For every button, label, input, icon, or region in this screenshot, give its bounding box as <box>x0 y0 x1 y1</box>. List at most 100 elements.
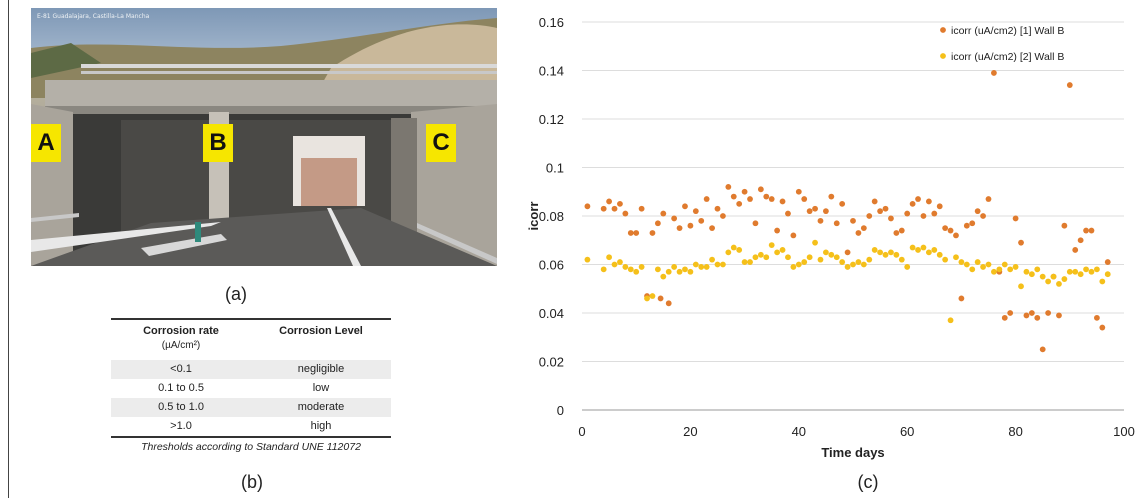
data-point-series-1 <box>1007 310 1014 316</box>
data-point-series-2 <box>660 273 667 280</box>
data-point-series-2 <box>611 261 618 268</box>
data-point-series-2 <box>1077 271 1084 278</box>
label-b: B <box>203 124 233 162</box>
data-point-series-1 <box>633 230 640 236</box>
data-point-series-2 <box>584 256 591 263</box>
data-point-series-1 <box>963 222 970 229</box>
data-point-series-2 <box>785 254 791 261</box>
data-point-series-1 <box>730 193 737 200</box>
data-point-series-2 <box>866 256 873 263</box>
data-point-series-1 <box>1018 239 1024 246</box>
data-point-series-1 <box>649 230 656 236</box>
data-point-series-2 <box>888 249 894 256</box>
data-point-series-1 <box>812 205 818 212</box>
data-point-series-2 <box>1083 266 1089 273</box>
data-point-series-2 <box>779 247 786 253</box>
level-cell: moderate <box>297 401 345 413</box>
data-point-series-2 <box>833 254 840 261</box>
rate-cell: <0.1 <box>170 363 192 375</box>
data-point-series-2 <box>622 264 629 270</box>
data-point-series-1 <box>936 203 943 210</box>
legend-marker-series-1 <box>940 27 946 33</box>
data-point-series-1 <box>931 210 938 217</box>
x-tick-label: 80 <box>1008 424 1022 439</box>
data-point-series-2 <box>904 264 911 270</box>
data-point-series-2 <box>823 249 829 256</box>
data-point-series-2 <box>1023 268 1030 275</box>
table-row: >1.0 high <box>111 417 391 436</box>
y-tick-label: 0.06 <box>539 258 564 273</box>
data-point-series-2 <box>1007 266 1014 273</box>
data-point-series-2 <box>1104 271 1111 278</box>
data-point-series-1 <box>942 225 949 232</box>
data-point-series-2 <box>893 251 900 258</box>
data-point-series-1 <box>974 208 981 215</box>
data-point-series-2 <box>882 251 889 258</box>
data-point-series-1 <box>1023 312 1030 319</box>
data-point-series-2 <box>1045 278 1052 285</box>
data-point-series-1 <box>606 198 612 205</box>
data-point-series-1 <box>1061 222 1068 229</box>
data-point-series-2 <box>1099 278 1106 285</box>
y-tick-label: 0.16 <box>539 15 564 30</box>
data-point-series-2 <box>795 261 802 268</box>
data-point-series-2 <box>747 259 753 265</box>
data-point-series-1 <box>860 225 867 232</box>
data-point-series-1 <box>795 188 802 195</box>
x-tick-label: 0 <box>578 424 585 439</box>
table-row: 0.1 to 0.5 low <box>111 379 391 398</box>
data-point-series-1 <box>925 198 932 205</box>
data-point-series-1 <box>698 217 705 224</box>
data-point-series-1 <box>741 188 748 195</box>
data-point-series-2 <box>974 259 981 265</box>
caption-a: (a) <box>225 284 247 304</box>
data-point-series-1 <box>1083 227 1089 234</box>
data-point-series-1 <box>627 230 634 236</box>
y-tick-label: 0.04 <box>539 306 564 321</box>
x-tick-label: 20 <box>683 424 697 439</box>
data-point-series-2 <box>942 256 949 263</box>
table-row: <0.1 negligible <box>111 360 391 379</box>
label-c: C <box>426 124 456 162</box>
data-point-series-2 <box>1066 268 1073 275</box>
data-point-series-2 <box>1088 268 1095 275</box>
data-point-series-2 <box>801 259 808 265</box>
data-point-series-2 <box>936 251 943 258</box>
data-point-series-1 <box>915 196 921 202</box>
data-point-series-2 <box>850 261 856 268</box>
data-point-series-1 <box>985 196 992 202</box>
data-point-series-1 <box>1056 312 1062 319</box>
table-top-rule <box>111 318 391 320</box>
data-point-series-2 <box>1034 266 1041 273</box>
data-point-series-1 <box>850 217 856 224</box>
left-border-line <box>8 0 9 498</box>
chart-frame: 0 0.02 0.04 0.06 0.08 0.1 0.12 0.14 0.16 0 20 40 60 8… <box>512 4 1135 468</box>
data-point-series-1 <box>969 220 976 227</box>
data-point-series-2 <box>931 247 938 253</box>
y-axis-title: icorr <box>526 202 541 231</box>
data-point-series-1 <box>882 205 889 212</box>
data-point-series-2 <box>871 247 878 253</box>
data-point-series-1 <box>1001 314 1008 321</box>
data-point-series-2 <box>709 256 715 263</box>
data-point-series-1 <box>736 200 743 207</box>
data-point-series-2 <box>682 266 688 273</box>
data-point-series-2 <box>736 247 743 253</box>
data-point-series-1 <box>823 208 829 215</box>
icorr-scatter-chart: 0 0.02 0.04 0.06 0.08 0.1 0.12 0.14 0.16 0 20 40 60 8… <box>526 15 1135 460</box>
level-cell: negligible <box>297 363 345 375</box>
data-point-series-2 <box>947 317 954 324</box>
header-corrosion-rate: Corrosion rate <box>143 325 219 337</box>
data-point-series-1 <box>991 70 997 76</box>
data-point-series-1 <box>703 196 710 202</box>
data-point-series-1 <box>833 220 840 227</box>
data-point-series-2 <box>757 251 764 258</box>
y-tick-label: 0 <box>557 403 564 418</box>
data-point-series-2 <box>1039 273 1046 280</box>
data-point-series-2 <box>1050 273 1057 280</box>
data-point-series-2 <box>676 268 683 275</box>
data-point-series-1 <box>660 210 667 217</box>
data-point-series-1 <box>1012 215 1019 222</box>
data-point-series-2 <box>671 264 678 270</box>
data-point-series-2 <box>909 244 916 251</box>
